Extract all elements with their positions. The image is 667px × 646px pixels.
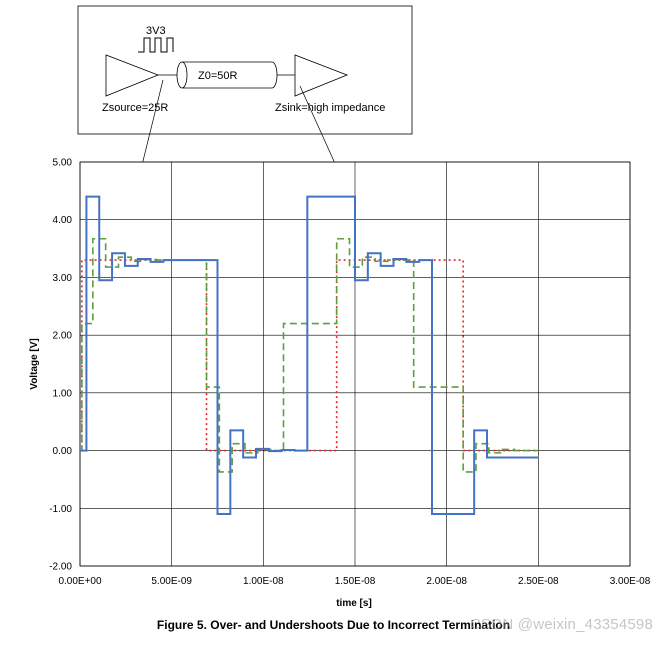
pulse-icon — [138, 37, 174, 53]
driver-buffer-icon — [105, 54, 160, 97]
x-tick-label: 1.00E-08 — [243, 576, 284, 587]
y-tick-labels: 5.00 4.00 3.00 2.00 1.00 0.00 -1.00 -2.00 — [49, 158, 72, 573]
sink-impedance-label: Zsink=high impedance — [275, 102, 385, 114]
series-line-solid — [80, 195, 539, 516]
watermark: CSDN @weixin_43354598 — [470, 616, 653, 633]
receiver-buffer-icon — [294, 54, 349, 97]
pulse-label: 3V3 — [146, 25, 166, 37]
line-label: Z0=50R — [198, 70, 237, 82]
x-tick-labels: 0.00E+00 5.00E-09 1.00E-08 1.50E-08 2.00E-08… — [58, 576, 650, 587]
series-line-dashed — [80, 237, 539, 473]
x-tick-label: 3.00E-08 — [610, 576, 651, 587]
x-tick-label: 2.00E-08 — [426, 576, 467, 587]
x-tick-label: 1.50E-08 — [335, 576, 376, 587]
y-tick-label: 1.00 — [53, 388, 73, 399]
y-axis-title: Voltage [V] — [29, 338, 40, 389]
y-tick-label: 0.00 — [53, 446, 73, 457]
y-tick-label: 4.00 — [53, 215, 73, 226]
transmission-line-icon — [176, 61, 278, 89]
y-tick-label: 2.00 — [53, 331, 73, 342]
chart-area: 0.00E+00 5.00E-09 1.00E-08 1.50E-08 2.00E-08… — [29, 158, 651, 610]
y-tick-label: -1.00 — [49, 504, 72, 515]
x-axis-title: time [s] — [336, 598, 372, 609]
x-tick-label: 5.00E-09 — [151, 576, 192, 587]
x-tick-label: 2.50E-08 — [518, 576, 559, 587]
x-tick-label: 0.00E+00 — [58, 576, 102, 587]
y-tick-label: -2.00 — [49, 562, 72, 573]
series-group — [80, 195, 539, 516]
circuit-inset: 3V3 Z0=50R Zsource=25R Zsink=high impeda… — [77, 5, 413, 235]
y-tick-label: 3.00 — [53, 273, 73, 284]
y-tick-label: 5.00 — [53, 158, 73, 169]
source-impedance-label: Zsource=25R — [102, 102, 168, 114]
figure-caption: Figure 5. Over- and Undershoots Due to I… — [156, 618, 511, 632]
